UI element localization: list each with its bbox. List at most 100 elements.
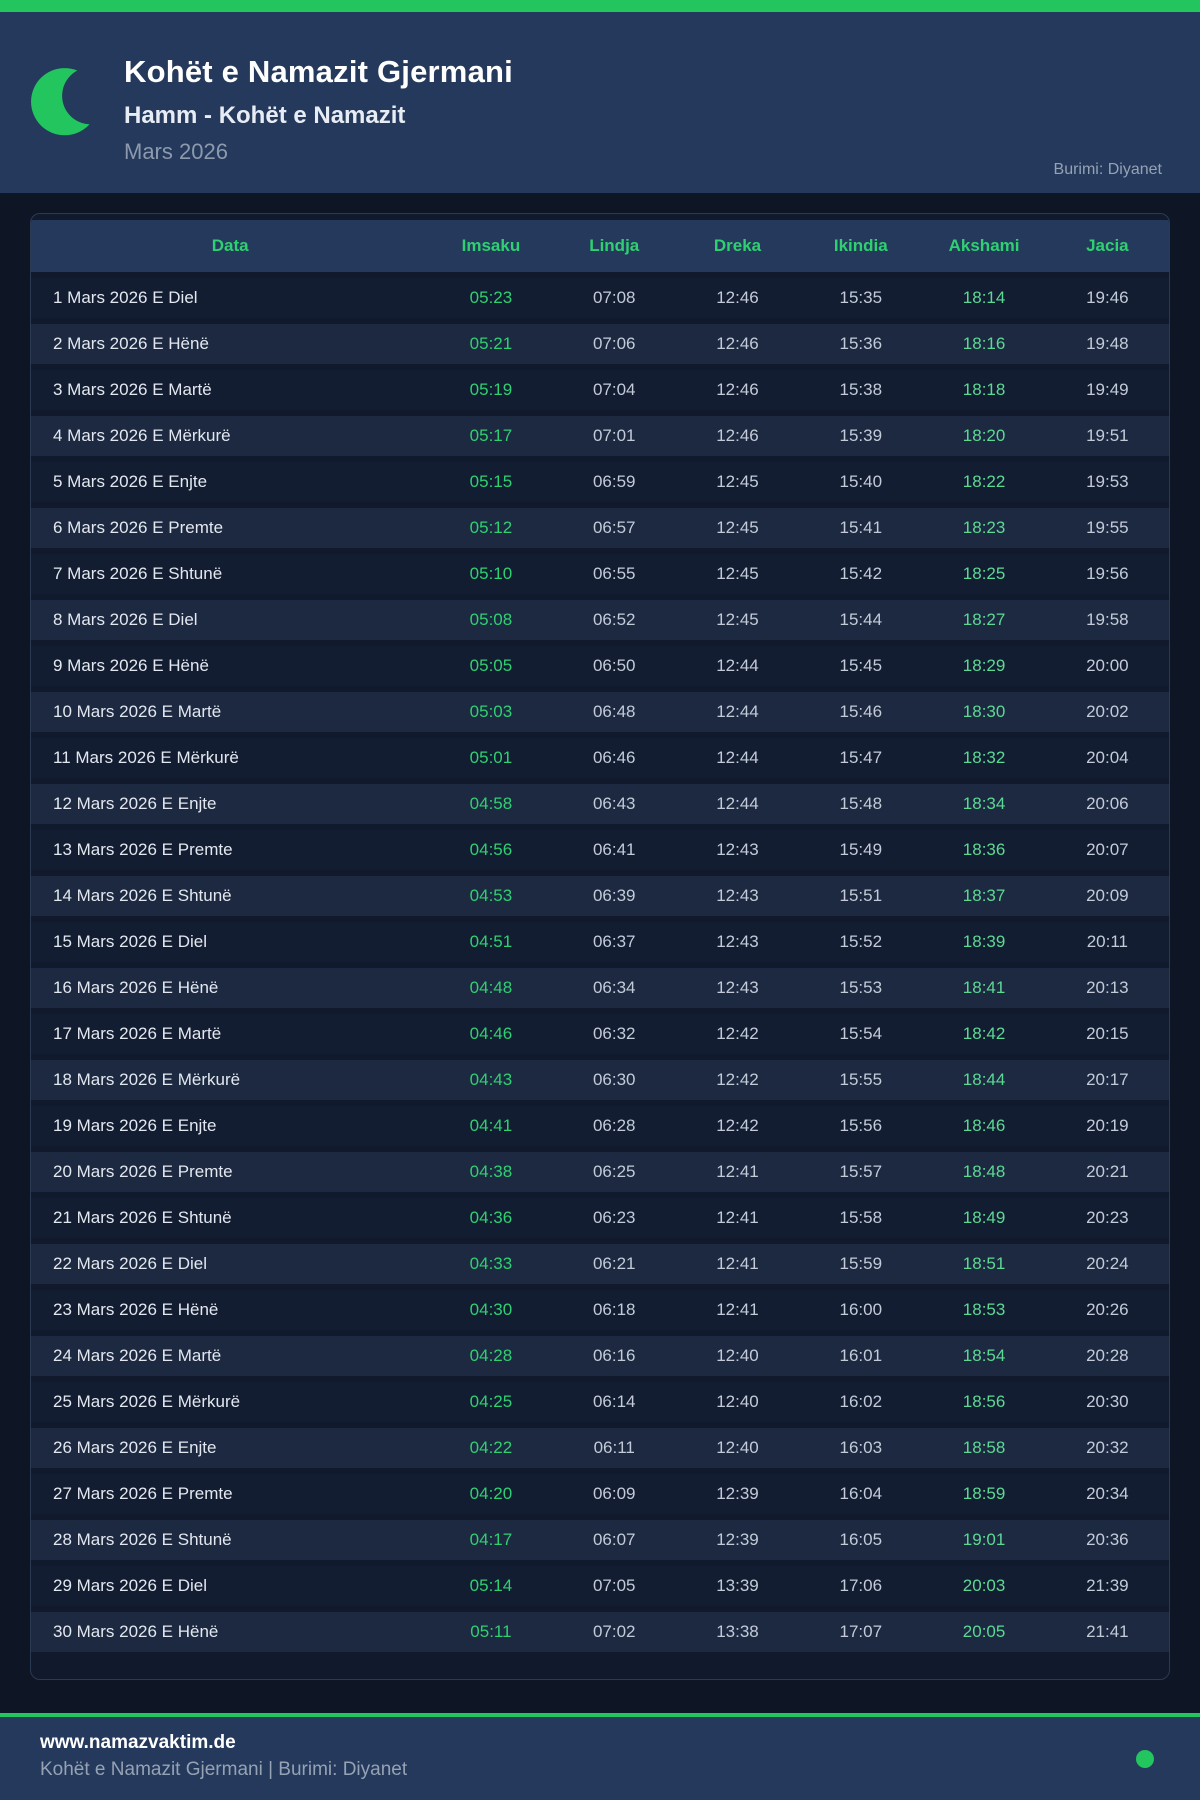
column-header-dreka: Dreka [675, 220, 800, 272]
ikindia-cell: 15:46 [799, 692, 923, 732]
lindja-cell: 06:48 [552, 692, 676, 732]
table-row: 10 Mars 2026 E Martë 05:03 06:48 12:44 15:46… [31, 692, 1169, 732]
column-header-imsaku: Imsaku [429, 220, 553, 272]
akshami-cell: 18:39 [922, 922, 1046, 962]
jacia-cell: 20:26 [1045, 1290, 1169, 1330]
imsaku-cell: 05:23 [429, 278, 553, 318]
ikindia-cell: 15:42 [799, 554, 923, 594]
table-head: Data Imsaku Lindja Dreka Ikindia Akshami Jacia [31, 220, 1169, 272]
ikindia-cell: 15:45 [799, 646, 923, 686]
jacia-cell: 20:28 [1045, 1336, 1169, 1376]
dreka-cell: 12:41 [675, 1152, 800, 1192]
ikindia-cell: 15:35 [799, 278, 923, 318]
imsaku-cell: 05:15 [429, 462, 553, 502]
table-row: 25 Mars 2026 E Mërkurë 04:25 06:14 12:40 16:… [31, 1382, 1169, 1422]
ikindia-cell: 16:01 [799, 1336, 923, 1376]
dreka-cell: 12:44 [675, 784, 800, 824]
footer-accent-line [0, 1713, 1200, 1717]
lindja-cell: 07:04 [552, 370, 676, 410]
page-title: Kohët e Namazit Gjermani [124, 54, 513, 89]
jacia-cell: 20:09 [1045, 876, 1169, 916]
imsaku-cell: 04:58 [429, 784, 553, 824]
top-accent-bar [0, 0, 1200, 12]
jacia-cell: 19:46 [1045, 278, 1169, 318]
akshami-cell: 18:16 [922, 324, 1046, 364]
jacia-cell: 21:39 [1045, 1566, 1169, 1606]
akshami-cell: 18:58 [922, 1428, 1046, 1468]
table-row: 19 Mars 2026 E Enjte 04:41 06:28 12:42 15:56… [31, 1106, 1169, 1146]
dreka-cell: 13:38 [675, 1612, 800, 1652]
date-cell: 28 Mars 2026 E Shtunë [31, 1520, 430, 1560]
table-row: 15 Mars 2026 E Diel 04:51 06:37 12:43 15:52 1… [31, 922, 1169, 962]
ikindia-cell: 15:59 [799, 1244, 923, 1284]
jacia-cell: 19:56 [1045, 554, 1169, 594]
ikindia-cell: 15:40 [799, 462, 923, 502]
imsaku-cell: 04:20 [429, 1474, 553, 1514]
jacia-cell: 20:34 [1045, 1474, 1169, 1514]
jacia-cell: 20:36 [1045, 1520, 1169, 1560]
akshami-cell: 18:30 [922, 692, 1046, 732]
jacia-cell: 20:06 [1045, 784, 1169, 824]
date-cell: 29 Mars 2026 E Diel [31, 1566, 430, 1606]
table-row: 9 Mars 2026 E Hënë 05:05 06:50 12:44 15:45 18… [31, 646, 1169, 686]
dreka-cell: 12:43 [675, 922, 800, 962]
date-cell: 18 Mars 2026 E Mërkurë [31, 1060, 430, 1100]
date-cell: 8 Mars 2026 E Diel [31, 600, 430, 640]
date-cell: 10 Mars 2026 E Martë [31, 692, 430, 732]
imsaku-cell: 04:22 [429, 1428, 553, 1468]
ikindia-cell: 15:53 [799, 968, 923, 1008]
ikindia-cell: 16:04 [799, 1474, 923, 1514]
table-row: 27 Mars 2026 E Premte 04:20 06:09 12:39 16:0… [31, 1474, 1169, 1514]
table-row: 29 Mars 2026 E Diel 05:14 07:05 13:39 17:06 2… [31, 1566, 1169, 1606]
date-cell: 3 Mars 2026 E Martë [31, 370, 430, 410]
imsaku-cell: 04:53 [429, 876, 553, 916]
imsaku-cell: 05:01 [429, 738, 553, 778]
akshami-cell: 18:49 [922, 1198, 1046, 1238]
date-cell: 5 Mars 2026 E Enjte [31, 462, 430, 502]
imsaku-cell: 05:19 [429, 370, 553, 410]
date-cell: 21 Mars 2026 E Shtunë [31, 1198, 430, 1238]
akshami-cell: 18:29 [922, 646, 1046, 686]
page-header: Kohët e Namazit Gjermani Hamm - Kohët e … [0, 12, 1200, 193]
jacia-cell: 21:41 [1045, 1612, 1169, 1652]
imsaku-cell: 04:30 [429, 1290, 553, 1330]
imsaku-cell: 05:05 [429, 646, 553, 686]
imsaku-cell: 05:17 [429, 416, 553, 456]
footer-tagline: Kohët e Namazit Gjermani | Burimi: Diyan… [40, 1759, 408, 1780]
lindja-cell: 06:55 [552, 554, 676, 594]
ikindia-cell: 15:51 [799, 876, 923, 916]
source-label: Burimi: Diyanet [1053, 161, 1162, 178]
dreka-cell: 12:42 [675, 1014, 800, 1054]
ikindia-cell: 16:02 [799, 1382, 923, 1422]
jacia-cell: 20:02 [1045, 692, 1169, 732]
jacia-cell: 20:15 [1045, 1014, 1169, 1054]
ikindia-cell: 15:49 [799, 830, 923, 870]
dreka-cell: 12:43 [675, 968, 800, 1008]
column-header-lindja: Lindja [552, 220, 676, 272]
table-row: 8 Mars 2026 E Diel 05:08 06:52 12:45 15:44 18… [31, 600, 1169, 640]
lindja-cell: 06:57 [552, 508, 676, 548]
ikindia-cell: 16:00 [799, 1290, 923, 1330]
ikindia-cell: 15:41 [799, 508, 923, 548]
green-dot-icon [1136, 1749, 1154, 1768]
jacia-cell: 20:17 [1045, 1060, 1169, 1100]
lindja-cell: 06:34 [552, 968, 676, 1008]
dreka-cell: 13:39 [675, 1566, 800, 1606]
lindja-cell: 06:21 [552, 1244, 676, 1284]
dreka-cell: 12:46 [675, 278, 800, 318]
column-header-data: Data [31, 220, 430, 272]
dreka-cell: 12:45 [675, 600, 800, 640]
page-subtitle: Hamm - Kohët e Namazit [124, 102, 406, 129]
dreka-cell: 12:44 [675, 646, 800, 686]
table-row: 2 Mars 2026 E Hënë 05:21 07:06 12:46 15:36 18… [31, 324, 1169, 364]
akshami-cell: 18:32 [922, 738, 1046, 778]
imsaku-cell: 04:48 [429, 968, 553, 1008]
ikindia-cell: 15:58 [799, 1198, 923, 1238]
imsaku-cell: 04:38 [429, 1152, 553, 1192]
jacia-cell: 20:30 [1045, 1382, 1169, 1422]
table-row: 3 Mars 2026 E Martë 05:19 07:04 12:46 15:38 1… [31, 370, 1169, 410]
akshami-cell: 18:27 [922, 600, 1046, 640]
akshami-cell: 19:01 [922, 1520, 1046, 1560]
imsaku-cell: 05:11 [429, 1612, 553, 1652]
table-row: 4 Mars 2026 E Mërkurë 05:17 07:01 12:46 15:3… [31, 416, 1169, 456]
